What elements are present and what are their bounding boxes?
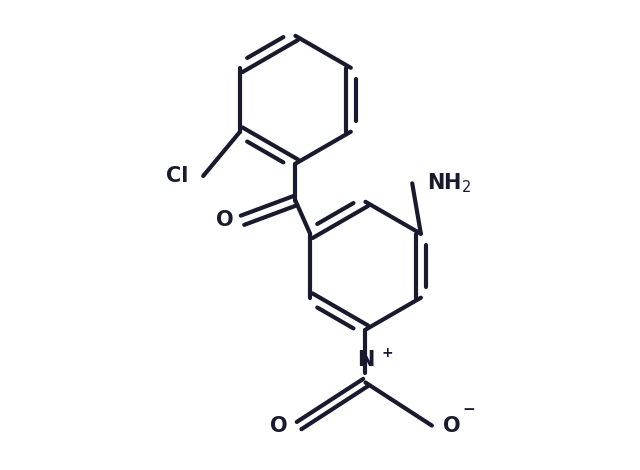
- Text: O: O: [271, 415, 288, 436]
- Text: +: +: [381, 346, 393, 360]
- Text: O: O: [443, 415, 461, 436]
- Text: N: N: [357, 350, 374, 370]
- Text: Cl: Cl: [166, 166, 188, 186]
- Text: O: O: [216, 210, 234, 230]
- Text: NH$_2$: NH$_2$: [427, 172, 472, 195]
- Text: −: −: [463, 402, 476, 417]
